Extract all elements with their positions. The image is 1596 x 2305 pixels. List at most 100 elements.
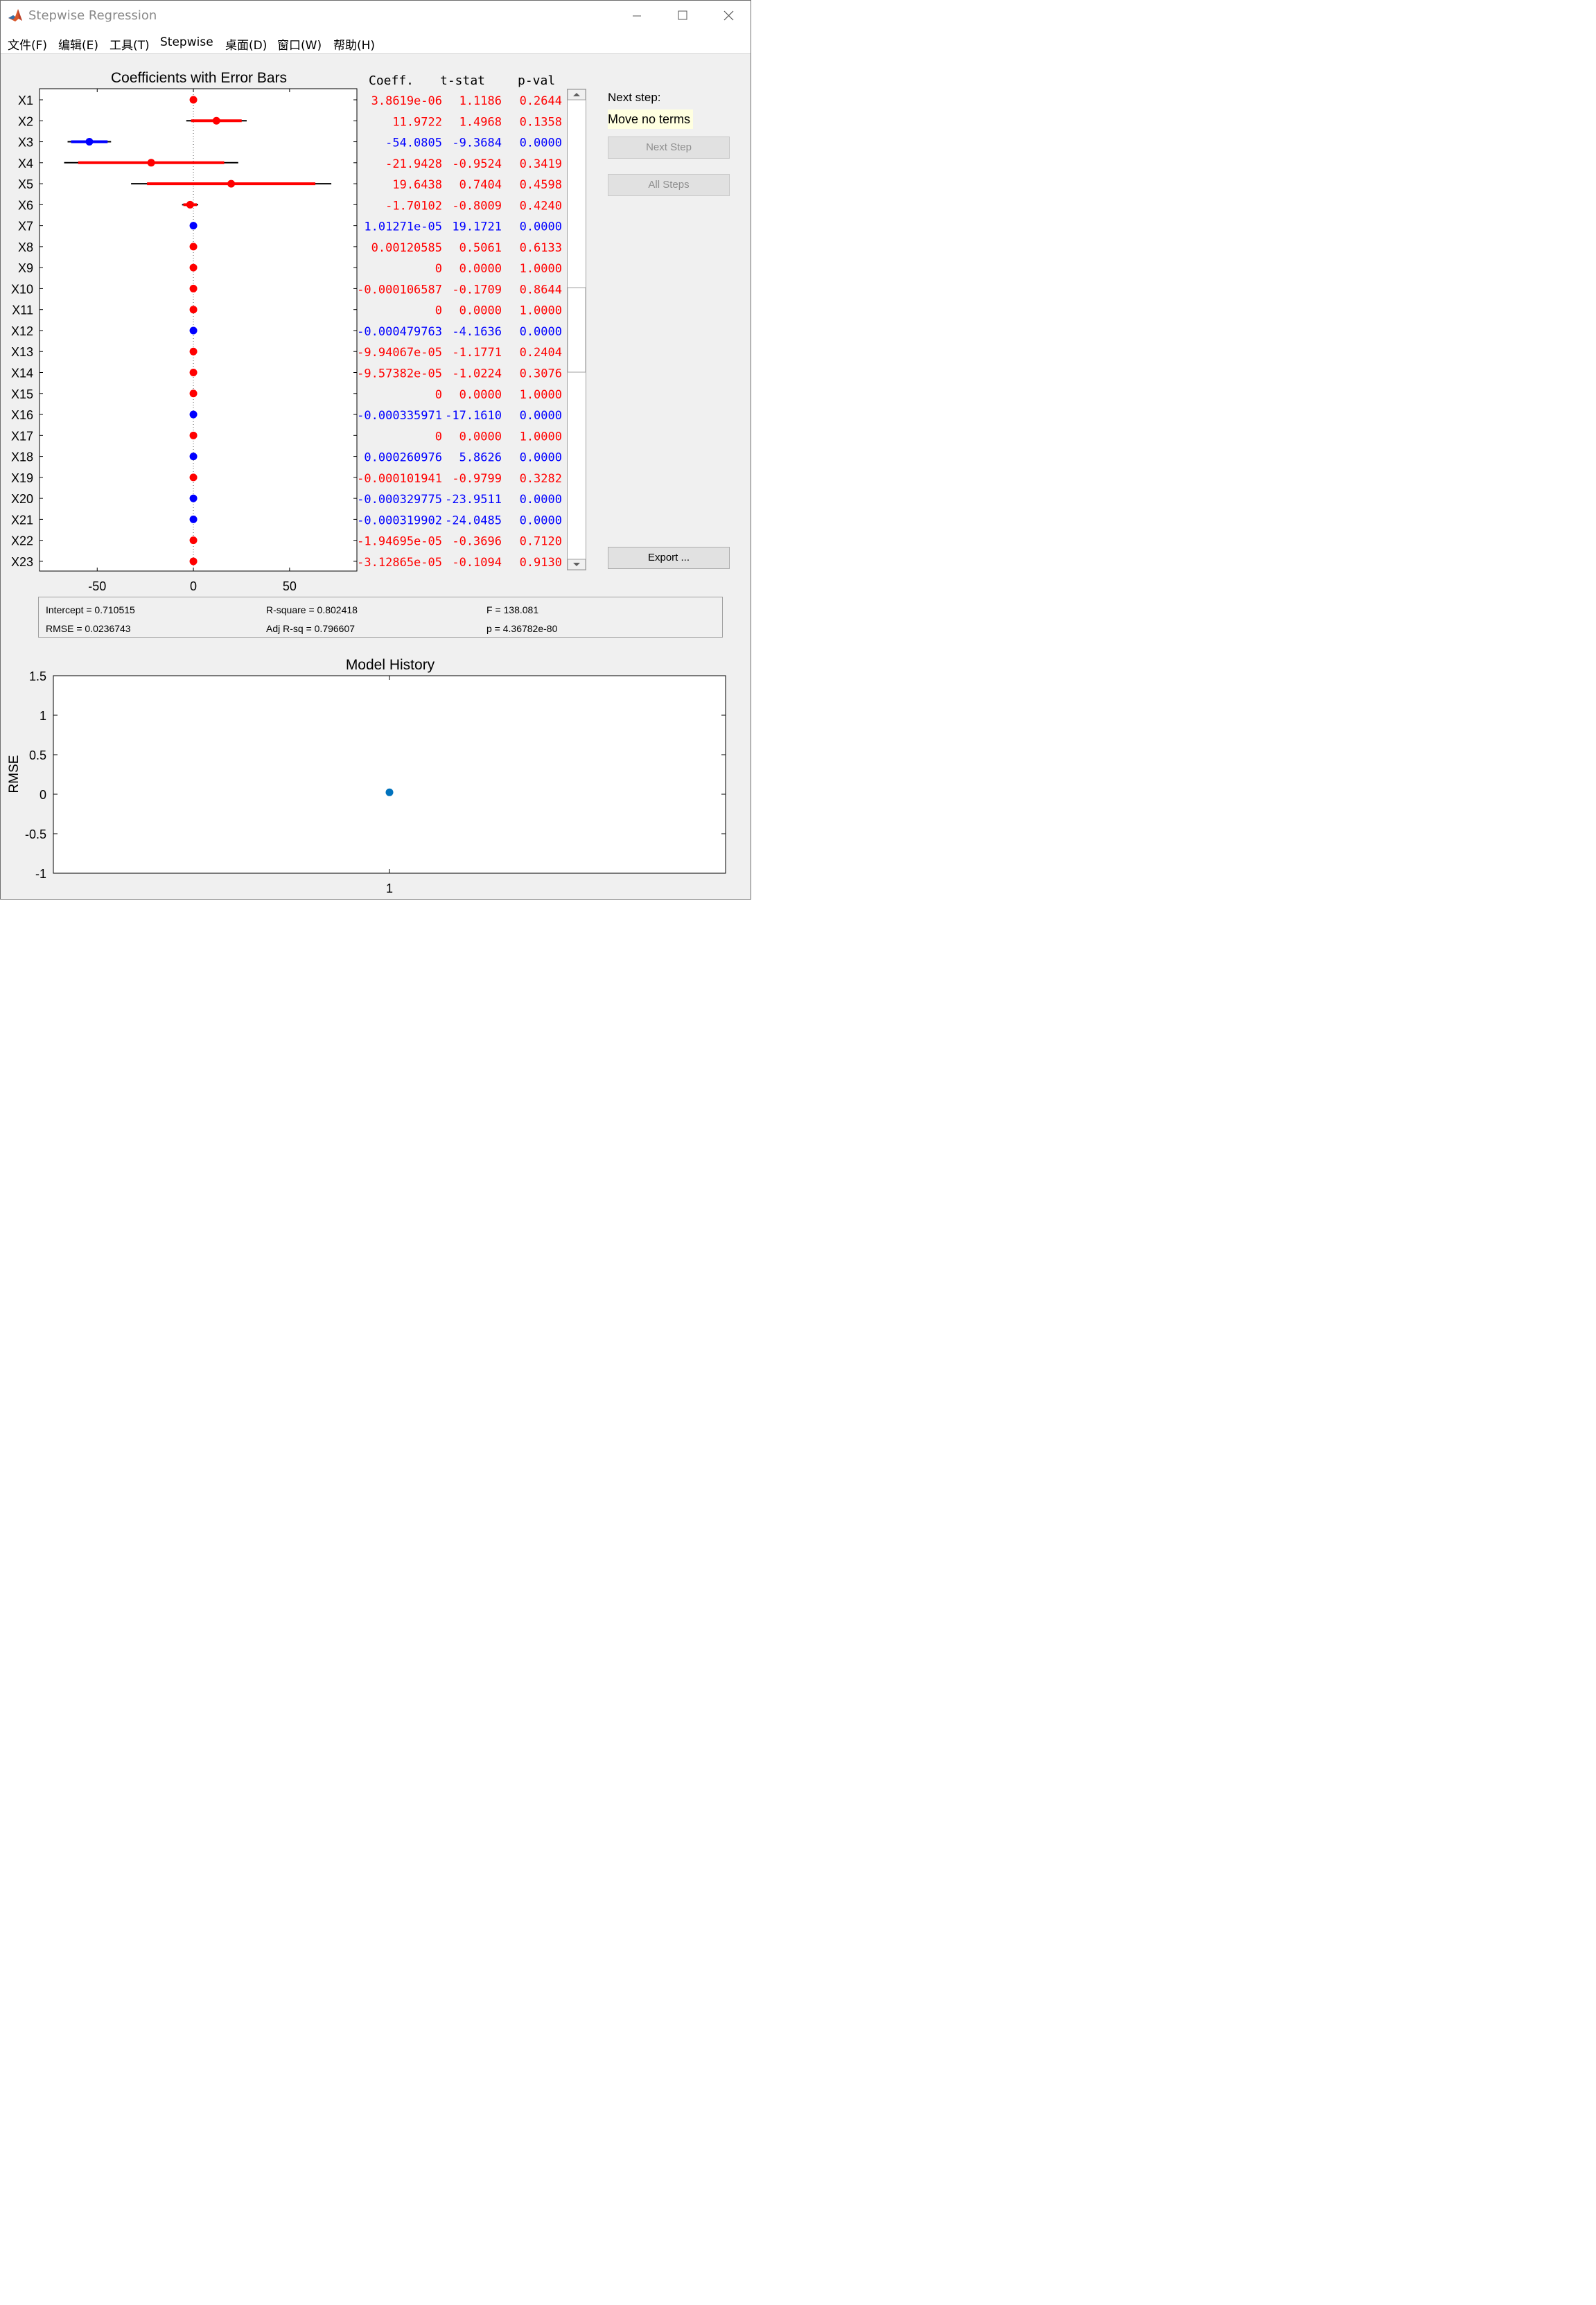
- coef-point[interactable]: [189, 453, 198, 461]
- pval-value[interactable]: 0.6133: [520, 241, 562, 255]
- pval-value[interactable]: 0.3419: [520, 157, 562, 171]
- coeff-value[interactable]: -0.000101941: [357, 472, 442, 486]
- history-point[interactable]: [385, 788, 394, 796]
- tstat-value[interactable]: -0.9524: [452, 157, 502, 171]
- coef-point[interactable]: [189, 96, 198, 104]
- coeff-value[interactable]: 0: [435, 430, 442, 444]
- title-bar[interactable]: Stepwise Regression: [1, 1, 751, 30]
- coeff-value[interactable]: 19.6438: [392, 178, 442, 192]
- coef-point[interactable]: [227, 179, 236, 188]
- coeff-value[interactable]: 0.00120585: [371, 241, 442, 255]
- coef-point[interactable]: [189, 243, 198, 251]
- minimize-button[interactable]: [622, 5, 652, 26]
- coeff-value[interactable]: 3.8619e-06: [371, 94, 442, 108]
- coeff-value[interactable]: -0.000479763: [357, 325, 442, 339]
- coef-point[interactable]: [189, 222, 198, 230]
- pval-value[interactable]: 0.2404: [520, 346, 562, 360]
- pval-value[interactable]: 0.1358: [520, 115, 562, 129]
- scroll-up-icon[interactable]: [573, 93, 580, 96]
- coef-point[interactable]: [189, 473, 198, 482]
- coef-point[interactable]: [186, 200, 194, 209]
- coeff-value[interactable]: -1.70102: [385, 199, 442, 213]
- coeff-value[interactable]: 0.000260976: [364, 451, 442, 465]
- coeff-value[interactable]: -9.94067e-05: [357, 346, 442, 360]
- export-button[interactable]: Export ...: [608, 547, 730, 569]
- coef-point[interactable]: [212, 116, 220, 125]
- menu-stepwise[interactable]: Stepwise: [160, 35, 213, 49]
- tstat-value[interactable]: -0.8009: [452, 199, 502, 213]
- coef-point[interactable]: [85, 138, 94, 146]
- pval-value[interactable]: 0.3282: [520, 472, 562, 486]
- coef-point[interactable]: [189, 306, 198, 314]
- menu-edit[interactable]: 编辑(E): [58, 39, 99, 53]
- coef-point[interactable]: [147, 159, 155, 167]
- tstat-value[interactable]: 0.0000: [459, 388, 502, 402]
- pval-value[interactable]: 0.8644: [520, 283, 562, 297]
- pval-value[interactable]: 0.3076: [520, 367, 562, 381]
- pval-value[interactable]: 0.7120: [520, 535, 562, 549]
- pval-value[interactable]: 0.0000: [520, 451, 562, 465]
- tstat-value[interactable]: -4.1636: [452, 325, 502, 339]
- tstat-value[interactable]: 0.7404: [459, 178, 502, 192]
- menu-help[interactable]: 帮助(H): [333, 39, 376, 53]
- close-button[interactable]: [713, 5, 744, 26]
- coef-point[interactable]: [189, 515, 198, 523]
- coef-point[interactable]: [189, 536, 198, 545]
- tstat-value[interactable]: 19.1721: [452, 220, 502, 234]
- coeff-value[interactable]: -9.57382e-05: [357, 367, 442, 381]
- next-step-button[interactable]: Next Step: [608, 137, 730, 159]
- menu-window[interactable]: 窗口(W): [277, 39, 322, 53]
- pval-value[interactable]: 0.0000: [520, 220, 562, 234]
- tstat-value[interactable]: 5.8626: [459, 451, 502, 465]
- coeff-value[interactable]: 0: [435, 388, 442, 402]
- pval-value[interactable]: 0.2644: [520, 94, 562, 108]
- tstat-value[interactable]: -9.3684: [452, 137, 502, 150]
- coef-point[interactable]: [189, 263, 198, 272]
- tstat-value[interactable]: -0.1094: [452, 556, 502, 570]
- tstat-value[interactable]: -17.1610: [445, 409, 502, 423]
- coef-point[interactable]: [189, 410, 198, 419]
- tstat-value[interactable]: 1.1186: [459, 94, 502, 108]
- menu-tools[interactable]: 工具(T): [109, 39, 150, 53]
- coef-point[interactable]: [189, 389, 198, 398]
- tstat-value[interactable]: -0.1709: [452, 283, 502, 297]
- coeff-value[interactable]: -21.9428: [385, 157, 442, 171]
- table-scrollbar[interactable]: [567, 89, 586, 570]
- tstat-value[interactable]: -23.9511: [445, 493, 502, 507]
- tstat-value[interactable]: 1.4968: [459, 115, 502, 129]
- coeff-value[interactable]: 11.9722: [392, 115, 442, 129]
- pval-value[interactable]: 1.0000: [520, 262, 562, 276]
- scroll-thumb[interactable]: [567, 287, 586, 373]
- coeff-value[interactable]: 0: [435, 262, 442, 276]
- tstat-value[interactable]: -1.1771: [452, 346, 502, 360]
- pval-value[interactable]: 1.0000: [520, 304, 562, 318]
- pval-value[interactable]: 0.0000: [520, 514, 562, 527]
- tstat-value[interactable]: 0.0000: [459, 262, 502, 276]
- coeff-value[interactable]: -0.000335971: [357, 409, 442, 423]
- pval-value[interactable]: 0.0000: [520, 137, 562, 150]
- pval-value[interactable]: 1.0000: [520, 388, 562, 402]
- coeff-value[interactable]: 0: [435, 304, 442, 318]
- scroll-down-icon[interactable]: [573, 563, 580, 566]
- all-steps-button[interactable]: All Steps: [608, 174, 730, 196]
- coef-point[interactable]: [189, 494, 198, 502]
- tstat-value[interactable]: -1.0224: [452, 367, 502, 381]
- tstat-value[interactable]: -0.9799: [452, 472, 502, 486]
- menu-desktop[interactable]: 桌面(D): [225, 39, 268, 53]
- pval-value[interactable]: 0.0000: [520, 325, 562, 339]
- coef-point[interactable]: [189, 557, 198, 566]
- pval-value[interactable]: 0.0000: [520, 493, 562, 507]
- coeff-value[interactable]: -1.94695e-05: [357, 535, 442, 549]
- coeff-value[interactable]: -0.000329775: [357, 493, 442, 507]
- pval-value[interactable]: 0.4240: [520, 199, 562, 213]
- coef-point[interactable]: [189, 326, 198, 335]
- pval-value[interactable]: 1.0000: [520, 430, 562, 444]
- tstat-value[interactable]: -24.0485: [445, 514, 502, 527]
- coeff-value[interactable]: -54.0805: [385, 137, 442, 150]
- pval-value[interactable]: 0.0000: [520, 409, 562, 423]
- tstat-value[interactable]: -0.3696: [452, 535, 502, 549]
- coef-point[interactable]: [189, 369, 198, 377]
- coeff-value[interactable]: -3.12865e-05: [357, 556, 442, 570]
- pval-value[interactable]: 0.4598: [520, 178, 562, 192]
- coef-point[interactable]: [189, 431, 198, 439]
